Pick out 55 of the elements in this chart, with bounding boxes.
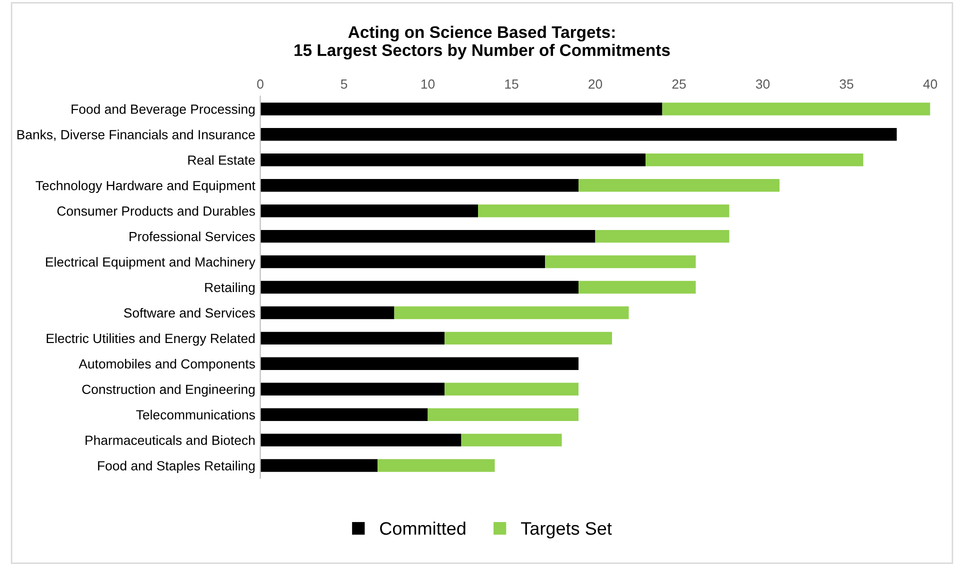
- y-tick-label: Automobiles and Components: [78, 358, 255, 372]
- x-tick-label: 40: [923, 79, 938, 89]
- bar: [662, 102, 930, 116]
- bar: [260, 382, 445, 396]
- bar: [545, 255, 696, 268]
- bar: [394, 306, 629, 320]
- y-tick-label: Technology Hardware and Equipment: [36, 180, 256, 193]
- y-tick-label: Software and Services: [124, 308, 255, 318]
- x-tick-label: 30: [756, 79, 770, 89]
- x-tick-label: 0: [257, 79, 264, 89]
- y-tick-label: Real Estate: [188, 155, 255, 165]
- legend-label: Committed: [380, 522, 466, 535]
- bar: [260, 280, 579, 294]
- y-tick-label: Consumer Products and Durables: [57, 206, 255, 216]
- bar: [595, 230, 730, 243]
- bar: [578, 280, 696, 294]
- bar: [378, 459, 495, 472]
- chart-title: Acting on Science Based Targets: 15 Largest Sectors by Number of Commitments: [294, 26, 670, 60]
- bar: [444, 382, 579, 396]
- bar: [260, 332, 445, 345]
- bar: [478, 204, 730, 218]
- x-tick-label: 10: [421, 79, 435, 89]
- y-tick-label: Electric Utilities and Energy Related: [46, 333, 255, 346]
- bar: [578, 179, 780, 192]
- y-tick-label: Food and Staples Retailing: [98, 460, 255, 474]
- y-tick-label: Telecommunications: [136, 410, 255, 420]
- legend-label: Targets Set: [521, 522, 612, 538]
- bar: [444, 332, 612, 345]
- bar: [260, 102, 662, 116]
- bar: [260, 230, 596, 243]
- x-tick-label: 25: [672, 79, 686, 89]
- bar: [260, 434, 462, 446]
- bar: [260, 128, 897, 141]
- bar: [428, 408, 579, 421]
- y-tick-label: Retailing: [205, 282, 255, 295]
- bar: [260, 255, 546, 268]
- bar: [260, 154, 646, 166]
- bar: [260, 459, 378, 472]
- y-tick-label: Banks, Diverse Financials and Insurance: [17, 130, 255, 141]
- bar: [461, 434, 562, 446]
- y-tick-label: Food and Beverage Processing: [72, 104, 255, 116]
- y-tick-label: Pharmaceuticals and Biotech: [86, 435, 255, 445]
- y-tick-label: Professional Services: [130, 232, 255, 242]
- bar: [646, 154, 864, 166]
- bar: [260, 204, 478, 218]
- bar: [260, 408, 428, 421]
- x-tick-label: 15: [505, 80, 518, 89]
- bar: [260, 179, 579, 192]
- y-tick-label: Electrical Equipment and Machinery: [46, 256, 256, 270]
- y-tick-label: Construction and Engineering: [82, 384, 255, 397]
- x-tick-label: 35: [840, 79, 854, 89]
- x-tick-label: 20: [588, 79, 602, 89]
- x-tick-label: 5: [340, 80, 348, 89]
- bar: [260, 306, 394, 320]
- bar: [260, 357, 579, 370]
